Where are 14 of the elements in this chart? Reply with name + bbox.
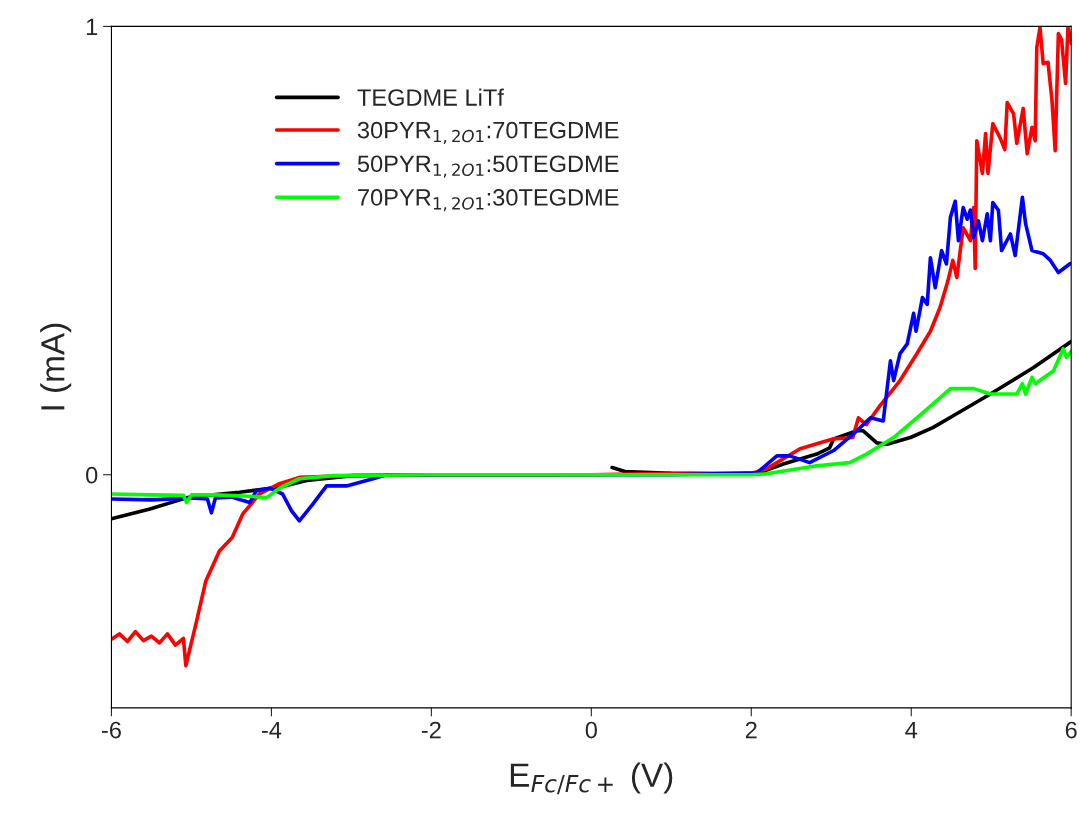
- legend-label: 50PYR$_{1,2O1}$:50TEGDME: [357, 155, 619, 178]
- x-tick-label: -2: [421, 721, 441, 739]
- x-tick-label: 4: [905, 721, 918, 739]
- y-tick-label: 1: [86, 18, 98, 35]
- x-tick-label: -4: [261, 721, 282, 739]
- x-tick-label: 6: [1065, 721, 1077, 739]
- x-tick-label: -6: [102, 721, 121, 739]
- x-tick-label: 0: [585, 721, 597, 739]
- legend-label: TEGDME LiTf: [357, 88, 504, 106]
- legend-label: 30PYR$_{1,2O1}$:70TEGDME: [357, 121, 619, 145]
- x-axis-title: E$_{Fc/Fc+}$ (V): [510, 762, 673, 795]
- y-axis-title: I (mA): [40, 323, 72, 410]
- x-tick-label: 2: [745, 721, 757, 739]
- legend-label: 70PYR$_{1,2O1}$:30TEGDME: [358, 189, 619, 212]
